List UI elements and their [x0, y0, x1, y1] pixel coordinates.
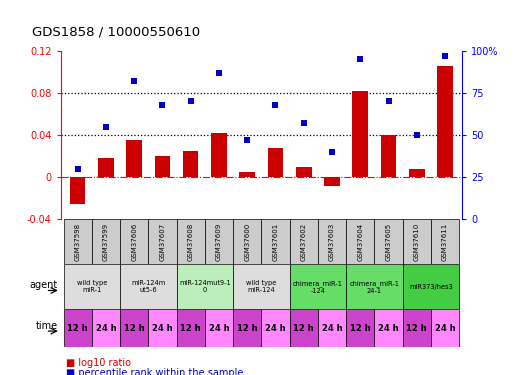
Bar [290, 219, 318, 264]
Text: 12 h: 12 h [294, 324, 314, 333]
Text: agent: agent [30, 280, 58, 290]
Bar [240, 172, 255, 177]
Bar [70, 177, 86, 204]
Bar [176, 219, 205, 264]
Bar [63, 264, 120, 309]
Bar [183, 151, 199, 177]
Text: 24 h: 24 h [435, 324, 455, 333]
Text: GSM37599: GSM37599 [103, 223, 109, 261]
Bar [268, 148, 283, 177]
Bar [290, 309, 318, 347]
Text: GSM37605: GSM37605 [385, 223, 392, 261]
Bar [120, 309, 148, 347]
Text: 24 h: 24 h [322, 324, 342, 333]
Bar [211, 133, 227, 177]
Text: 12 h: 12 h [124, 324, 145, 333]
Text: 12 h: 12 h [181, 324, 201, 333]
Bar [98, 158, 114, 177]
Bar [176, 309, 205, 347]
Bar [63, 309, 92, 347]
Text: GSM37603: GSM37603 [329, 223, 335, 261]
Text: 12 h: 12 h [407, 324, 427, 333]
Bar [346, 309, 374, 347]
Text: GSM37606: GSM37606 [131, 223, 137, 261]
Bar [233, 264, 290, 309]
Text: GSM37601: GSM37601 [272, 223, 278, 261]
Bar [290, 264, 346, 309]
Bar [205, 309, 233, 347]
Bar [346, 219, 374, 264]
Text: GSM37610: GSM37610 [414, 223, 420, 261]
Bar [261, 309, 290, 347]
Bar [205, 219, 233, 264]
Text: 24 h: 24 h [209, 324, 229, 333]
Bar [63, 219, 92, 264]
Bar [318, 309, 346, 347]
Text: GSM37602: GSM37602 [301, 223, 307, 261]
Bar [409, 169, 425, 177]
Text: miR-124mut9-1
0: miR-124mut9-1 0 [179, 280, 231, 293]
Text: GSM37600: GSM37600 [244, 223, 250, 261]
Text: 12 h: 12 h [350, 324, 371, 333]
Bar [233, 309, 261, 347]
Bar [296, 166, 312, 177]
Bar [374, 309, 403, 347]
Text: ■ percentile rank within the sample: ■ percentile rank within the sample [66, 368, 243, 375]
Bar [148, 309, 176, 347]
Text: 12 h: 12 h [68, 324, 88, 333]
Text: chimera_miR-1
-124: chimera_miR-1 -124 [293, 280, 343, 294]
Bar [155, 156, 170, 177]
Bar [403, 219, 431, 264]
Text: ■ log10 ratio: ■ log10 ratio [66, 358, 131, 368]
Text: GDS1858 / 10000550610: GDS1858 / 10000550610 [32, 26, 200, 39]
Bar [176, 264, 233, 309]
Bar [431, 219, 459, 264]
Bar [403, 309, 431, 347]
Bar [353, 91, 368, 177]
Bar [120, 264, 176, 309]
Bar [92, 219, 120, 264]
Bar [92, 309, 120, 347]
Text: GSM37598: GSM37598 [74, 223, 81, 261]
Bar [381, 135, 397, 177]
Bar [126, 140, 142, 177]
Bar [403, 264, 459, 309]
Text: 24 h: 24 h [96, 324, 116, 333]
Bar [120, 219, 148, 264]
Text: 24 h: 24 h [378, 324, 399, 333]
Text: GSM37608: GSM37608 [188, 223, 194, 261]
Bar [233, 219, 261, 264]
Text: 12 h: 12 h [237, 324, 258, 333]
Bar [431, 309, 459, 347]
Bar [346, 264, 403, 309]
Text: GSM37609: GSM37609 [216, 223, 222, 261]
Text: GSM37611: GSM37611 [442, 223, 448, 261]
Text: 24 h: 24 h [265, 324, 286, 333]
Bar [318, 219, 346, 264]
Bar [437, 66, 453, 177]
Text: miR373/hes3: miR373/hes3 [409, 284, 453, 290]
Bar [374, 219, 403, 264]
Text: chimera_miR-1
24-1: chimera_miR-1 24-1 [350, 280, 399, 294]
Text: wild type
miR-1: wild type miR-1 [77, 280, 107, 293]
Bar [148, 219, 176, 264]
Text: time: time [36, 321, 58, 331]
Bar [324, 177, 340, 186]
Text: GSM37607: GSM37607 [159, 223, 165, 261]
Text: miR-124m
ut5-6: miR-124m ut5-6 [131, 280, 165, 293]
Text: GSM37604: GSM37604 [357, 223, 363, 261]
Bar [261, 219, 290, 264]
Text: 24 h: 24 h [152, 324, 173, 333]
Text: wild type
miR-124: wild type miR-124 [246, 280, 277, 293]
